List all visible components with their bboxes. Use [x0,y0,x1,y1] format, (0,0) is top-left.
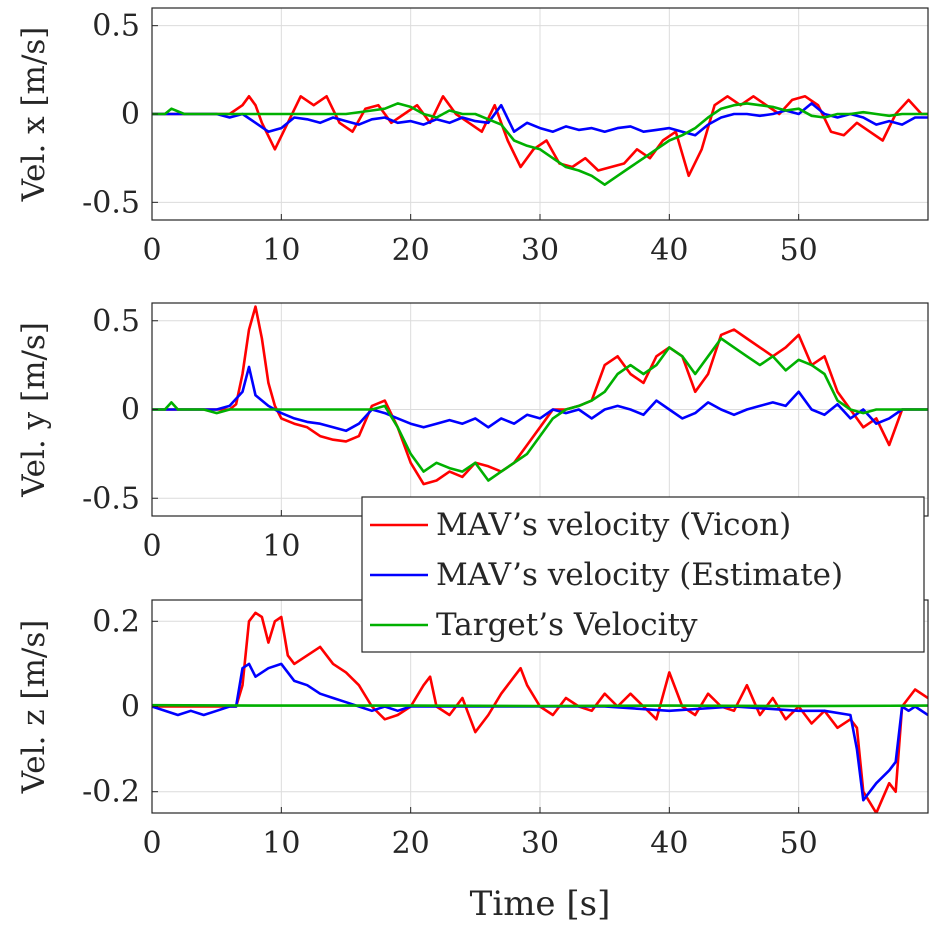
y-tick-label: -0.2 [82,775,140,810]
series-group-x [152,95,928,186]
y-tick-label: 0.5 [92,304,140,339]
y-tick-label: 0 [121,393,140,428]
x-tick-label: 20 [392,826,430,861]
y-tick-label: 0 [121,97,140,132]
x-tick-label: 50 [780,233,818,268]
legend-label-target: Target’s Velocity [436,607,698,643]
series-line-vicon [152,95,928,178]
x-tick-label: 30 [521,233,559,268]
y-axis-label-x: Vel. x [m/s] [16,27,52,203]
series-line-target [152,703,928,708]
y-tick-label: -0.5 [82,481,140,516]
series-group-y [152,305,928,486]
x-tick-label: 10 [262,529,300,564]
legend-label-vicon: MAV’s velocity (Vicon) [436,507,791,543]
x-tick-label: 40 [650,826,688,861]
series-line-target [152,337,928,482]
series-group-z [152,611,928,813]
x-tick-label: 0 [142,826,161,861]
legend-box [361,496,925,653]
series-line-vicon [152,305,928,486]
series-line-estimate [152,365,928,433]
legend-label-estimate: MAV’s velocity (Estimate) [436,557,843,593]
x-tick-label: 40 [650,233,688,268]
y-tick-label: 0 [121,690,140,725]
series-line-estimate [152,102,928,137]
x-tick-label: 0 [142,529,161,564]
x-tick-label: 20 [392,233,430,268]
x-tick-label: 10 [262,826,300,861]
y-tick-label: 0.5 [92,9,140,44]
series-line-target [152,102,928,186]
y-tick-label: 0.2 [92,604,140,639]
x-tick-label: 50 [780,826,818,861]
x-axis-label: Time [s] [470,884,611,924]
y-axis-label-y: Vel. y [m/s] [16,322,52,498]
y-tick-label: -0.5 [82,185,140,220]
y-axis-label-z: Vel. z [m/s] [16,620,52,795]
x-tick-label: 30 [521,826,559,861]
x-tick-label: 10 [262,233,300,268]
legend: MAV’s velocity (Vicon) MAV’s velocity (Es… [361,496,925,653]
x-tick-label: 0 [142,233,161,268]
